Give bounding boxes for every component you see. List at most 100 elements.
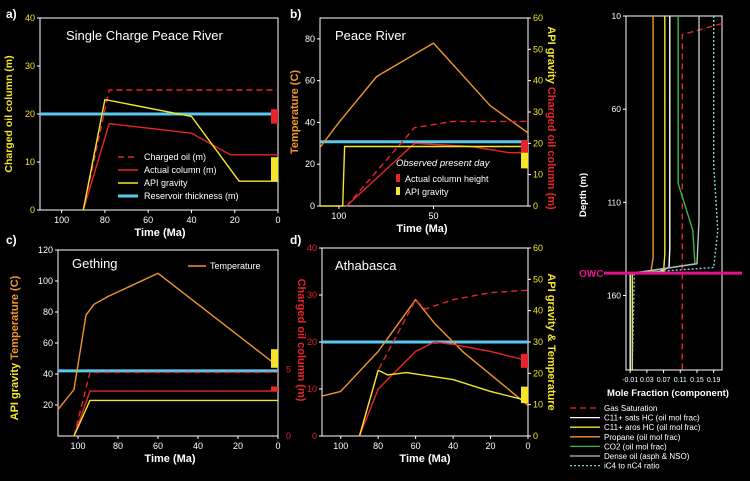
panel-b-series-api-gravity	[320, 145, 528, 207]
panel-c-series-charged-oil	[73, 371, 278, 437]
panel-d-xtick-label: 80	[373, 441, 383, 451]
panel-d-series-api-gravity	[358, 369, 529, 437]
panel-c-title: Gething	[72, 256, 118, 271]
panel-e-ytick-label: 10	[612, 11, 622, 21]
panel-b-ylabel-right: API gravity Charged oil column (m)	[545, 26, 557, 210]
panel-b-xtick-label: 50	[428, 211, 438, 221]
panel-c-ylabel-right: Charged oil column (m)	[295, 279, 307, 402]
panel-d-present-day-bar-api-gravity	[521, 386, 528, 404]
panel-b-ytick-label-right: 20	[533, 138, 543, 148]
panel-b-series-charged-oil	[345, 120, 528, 207]
panel-e-xtick-label: 0.11	[674, 377, 687, 384]
panel-b-legend-swatch-api-gravity	[396, 187, 400, 195]
panel-c-ytick-label: 120	[38, 245, 53, 255]
panel-b-peace-river: 100 50 0 20 40 60 80 0 10 20 30 40 50 60 b) Peace River…	[289, 7, 557, 235]
panel-c-xtick-label: 80	[113, 441, 123, 451]
panel-b-xlabel: Time (Ma)	[396, 223, 447, 235]
panel-a-xtick-label: 60	[143, 215, 153, 225]
panel-b-title: Peace River	[335, 28, 406, 43]
panel-a-series-actual-column-m	[82, 122, 278, 211]
panel-b-ytick-label-right: 0	[533, 201, 538, 211]
panel-c-present-day-bar-actual-column-height	[271, 386, 278, 392]
panel-d-ytick-label-right: 30	[533, 337, 543, 347]
panel-a-xtick-label: 0	[275, 215, 280, 225]
panel-a-series-charged-oil-m	[82, 89, 278, 211]
panel-b-legend-label-api-gravity: API gravity	[405, 187, 449, 197]
panel-b-xtick-label: 100	[331, 211, 346, 221]
panel-a-present-day-bar-api-gravity	[271, 157, 278, 182]
panel-c-ytick-label-right: 0	[286, 431, 291, 441]
panel-c-gething: 100 80 60 40 20 0 20 40 60 80 100 120 0 5 c) Gething Tim…	[6, 233, 307, 465]
panel-d-xlabel: Time (Ma)	[399, 453, 450, 465]
panel-d-ytick-label: 30	[307, 290, 317, 300]
panel-c-ytick-label: 80	[43, 307, 53, 317]
panel-a-ytick-label: 0	[30, 205, 35, 215]
panel-e-legend-label-c11-aros-hc-oil-mol-frac: C11+ aros HC (oil mol frac)	[604, 423, 701, 432]
panel-c-ytick-label: 60	[43, 338, 53, 348]
panel-d-title: Athabasca	[335, 258, 397, 273]
panel-a-single-charge-peace-river: 100 80 60 40 20 0 0 10 20 30 40 a) Single Charge Pea…	[3, 7, 281, 239]
panel-d-label: d)	[290, 233, 301, 247]
panel-a-xtick-label: 20	[230, 215, 240, 225]
panel-d-xtick-label: 40	[448, 441, 458, 451]
panel-d-xtick-label: 0	[525, 441, 530, 451]
panel-b-ytick-label-right: 40	[533, 76, 543, 86]
panel-a-xtick-label: 40	[186, 215, 196, 225]
panel-c-xlabel: Time (Ma)	[144, 453, 195, 465]
panel-b-ytick-label: 0	[310, 201, 315, 211]
panel-c-xtick-label: 100	[70, 441, 85, 451]
panel-b-ytick-label: 20	[305, 159, 315, 169]
panel-c-plot-frame	[57, 249, 279, 437]
panel-a-ytick-label: 20	[25, 109, 35, 119]
panel-e-owc-label: OWC	[579, 269, 603, 280]
panel-d-athabasca: 100 80 60 40 20 00102030400102030405060d)Atha…	[290, 233, 557, 465]
panel-a-title: Single Charge Peace River	[66, 28, 223, 43]
panel-c-ytick-label: 20	[43, 400, 53, 410]
panel-e-legend-label-ic4-to-nc4-ratio: iC4 to nC4 ratio	[604, 462, 660, 471]
panel-e-depth-profile: OWC -0.01 0.03 0.07 0.11 0.15 0.19 10 60 110 160 De…	[570, 11, 742, 471]
panel-d-ylabel-right: API gravity & Temperature	[545, 273, 557, 410]
panel-b-present-day-bar-actual-column-height	[521, 140, 528, 153]
panel-b-annotation: Observed present day	[396, 158, 491, 169]
panel-c-ylabel-left: API gravity Temperature (C)	[9, 275, 21, 420]
panel-e-plot-frame	[625, 15, 723, 371]
panel-e-series-ic4-to-nc4-ratio	[631, 16, 719, 371]
panel-b-series-temperature	[319, 42, 529, 148]
panel-d-ytick-label-right: 20	[533, 368, 543, 378]
panel-a-legend-label-reservoir-thickness-m: Reservoir thickness (m)	[144, 191, 239, 201]
panel-b-ytick-label: 80	[305, 34, 315, 44]
panel-b-label: b)	[290, 7, 301, 21]
panel-b-ylabel-left: Temperature (C)	[289, 70, 301, 154]
panel-b-ytick-label-right: 10	[533, 170, 543, 180]
panel-b-present-day-bar-api-gravity	[521, 152, 528, 169]
panel-d-xtick-label: 60	[411, 441, 421, 451]
panel-e-legend-label-gas-saturation: Gas Saturation	[604, 404, 657, 413]
panel-e-series-c11-aros-hc-oil-mol-frac	[631, 16, 666, 370]
panel-b-ytick-label: 60	[305, 76, 315, 86]
panel-e-xtick-label: -0.01	[622, 377, 638, 384]
panel-e-series-dense-oil-asph-nso	[632, 16, 700, 274]
panel-e-series-c11-sats-hc-oil-mol-frac	[629, 16, 671, 370]
panel-d-ytick-label-right: 10	[533, 400, 543, 410]
panel-b-ytick-label: 40	[305, 117, 315, 127]
panel-a-ytick-label: 40	[25, 13, 35, 23]
panel-a-ytick-label: 30	[25, 61, 35, 71]
panel-a-xlabel: Time (Ma)	[134, 227, 185, 239]
panel-d-ytick-label-right: 50	[533, 274, 543, 284]
panel-e-series-gas-saturation	[681, 22, 723, 370]
panel-a-xtick-label: 100	[54, 215, 69, 225]
panel-d-ytick-label-right: 40	[533, 306, 543, 316]
panel-b-ytick-label-right: 30	[533, 107, 543, 117]
panel-a-legend-label-actual-column-m: Actual column (m)	[144, 165, 217, 175]
panel-e-xtick-label: 0.19	[707, 377, 721, 384]
panel-b-ytick-label-right: 60	[533, 13, 543, 23]
panel-c-xtick-label: 20	[233, 441, 243, 451]
panel-c-series-api-gravity	[73, 399, 278, 437]
panel-d-ytick-label-right: 60	[533, 243, 543, 253]
panel-e-ytick-label: 160	[607, 290, 621, 300]
panel-a-ylabel: Charged oil column (m)	[3, 55, 15, 172]
panel-c-ytick-label: 100	[38, 276, 53, 286]
panel-d-series-charged-oil	[358, 289, 529, 437]
panel-e-xlabel: Mole Fraction (component)	[607, 388, 729, 399]
panel-b-legend-swatch-actual-column-height	[396, 174, 400, 182]
